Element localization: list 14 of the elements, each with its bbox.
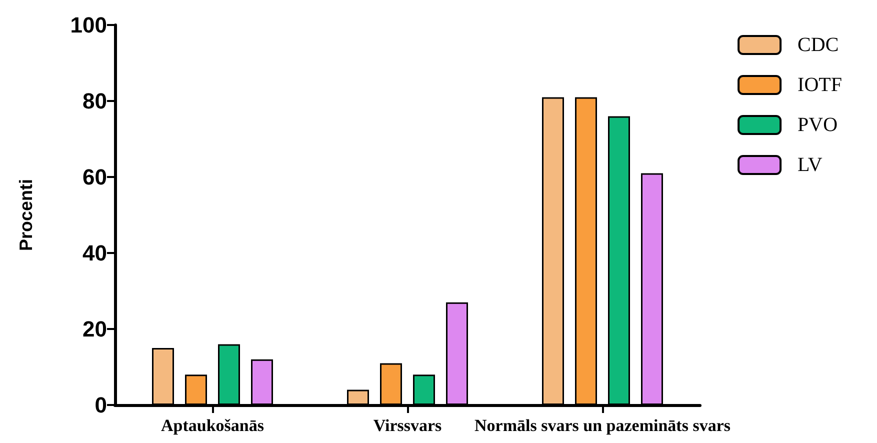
x-tick-label: Normāls svars un pazemināts svars [474, 416, 731, 435]
legend-label: IOTF [798, 74, 842, 96]
x-tick-label: Aptaukošanās [161, 416, 264, 435]
legend-label: LV [798, 154, 823, 176]
x-tick-label: Virssvars [373, 416, 442, 435]
y-tick-label: 0 [94, 392, 107, 418]
y-tick-label: 100 [70, 12, 107, 38]
y-tick-label: 40 [82, 240, 107, 266]
y-tick-label: 80 [82, 88, 107, 114]
y-axis-title: Procenti [16, 178, 36, 252]
y-tick-label: 20 [82, 316, 107, 342]
y-tick-label: 60 [82, 164, 107, 190]
legend-label: CDC [798, 34, 839, 56]
legend-label: PVO [798, 114, 838, 136]
